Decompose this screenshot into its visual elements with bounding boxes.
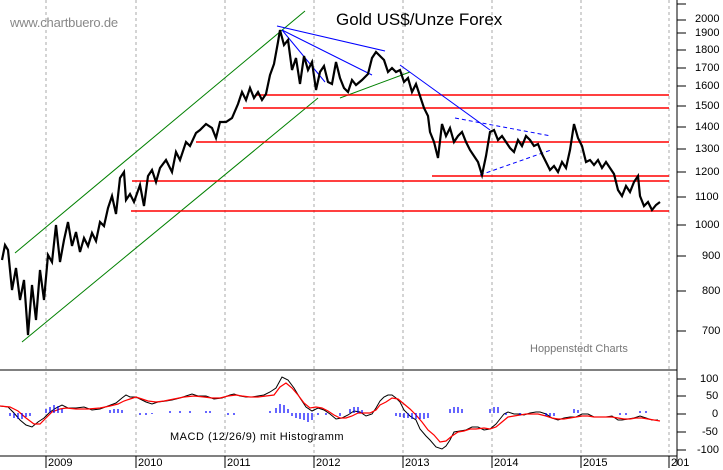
year-label: 2015 — [583, 457, 608, 469]
year-label: 201 — [671, 457, 690, 469]
macd-line — [0, 376, 658, 450]
price-label: 1900 — [695, 27, 720, 39]
macd-histogram — [9, 404, 647, 422]
year-label: 2009 — [48, 457, 73, 469]
year-label: 2014 — [494, 457, 519, 469]
price-label: 1400 — [695, 121, 720, 133]
macd-axis-label: -100 — [697, 444, 720, 456]
chart-title: Gold US$/Unze Forex — [336, 10, 503, 29]
support-resistance-lines — [131, 94, 669, 212]
price-label: 1300 — [695, 143, 720, 155]
macd-axis-label: -50 — [702, 426, 718, 438]
price-label: 1000 — [695, 219, 720, 231]
triangle-pattern — [454, 117, 552, 176]
price-label: 1600 — [695, 80, 720, 92]
price-label: 800 — [702, 285, 721, 297]
price-label: 900 — [702, 250, 721, 262]
chart-credit: Hoppenstedt Charts — [530, 343, 628, 355]
price-label: 1800 — [695, 44, 720, 56]
year-label: 2010 — [138, 457, 163, 469]
price-label: 1200 — [695, 166, 720, 178]
watermark: www.chartbuero.de — [10, 15, 118, 30]
year-label: 2011 — [227, 457, 251, 469]
price-label: 1500 — [695, 100, 720, 112]
macd-axis-label: 50 — [706, 390, 719, 402]
macd-label: MACD (12/26/9) mit Histogramm — [170, 431, 345, 443]
macd-axis-label: 100 — [700, 373, 719, 385]
year-label: 2013 — [405, 457, 430, 469]
price-series — [0, 29, 661, 336]
axes — [0, 0, 686, 468]
price-label: 1100 — [695, 191, 719, 203]
price-label: 700 — [702, 325, 721, 337]
macd-axis-label: 0 — [712, 408, 719, 420]
trend-lines — [276, 25, 491, 131]
price-label: 1700 — [695, 62, 720, 74]
year-label: 2012 — [316, 457, 341, 469]
price-label: 2000 — [695, 13, 720, 25]
trend-channel — [14, 10, 411, 343]
grid-lines — [45, 0, 670, 460]
signal-line — [0, 382, 661, 443]
